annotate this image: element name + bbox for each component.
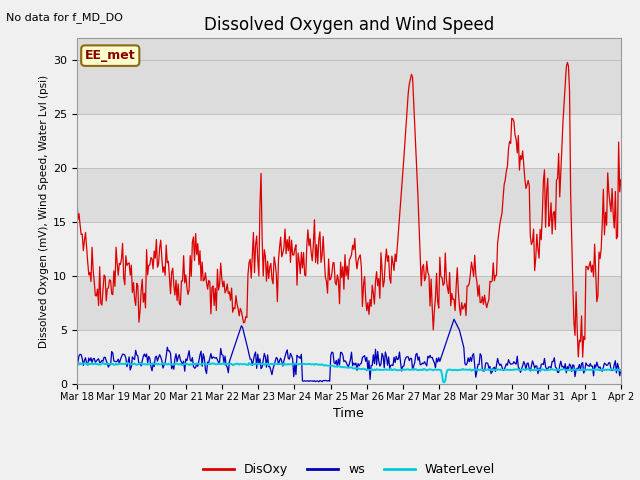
Line: DisOxy: DisOxy xyxy=(77,62,621,357)
WaterLevel xyxy=(99,360,107,365)
ws xyxy=(398,368,406,374)
Legend: DisOxy, ws, WaterLevel: DisOxy, ws, WaterLevel xyxy=(198,458,500,480)
Text: No data for f_MD_DO: No data for f_MD_DO xyxy=(6,12,124,23)
Title: Dissolved Oxygen and Wind Speed: Dissolved Oxygen and Wind Speed xyxy=(204,16,494,34)
WaterLevel xyxy=(617,368,625,373)
X-axis label: Time: Time xyxy=(333,407,364,420)
ws xyxy=(450,316,458,322)
ws xyxy=(369,362,376,368)
WaterLevel xyxy=(73,361,81,367)
DisOxy xyxy=(397,200,404,206)
Text: EE_met: EE_met xyxy=(85,49,136,62)
DisOxy xyxy=(564,60,572,65)
Line: ws: ws xyxy=(77,319,621,382)
ws xyxy=(73,365,81,371)
ws xyxy=(606,360,614,366)
Bar xyxy=(77,222,621,276)
DisOxy xyxy=(367,303,375,309)
Line: WaterLevel: WaterLevel xyxy=(77,362,621,383)
WaterLevel xyxy=(440,380,448,385)
DisOxy xyxy=(335,278,342,284)
ws xyxy=(617,367,625,373)
DisOxy xyxy=(332,279,339,285)
ws xyxy=(332,358,340,363)
DisOxy xyxy=(617,177,625,182)
WaterLevel xyxy=(336,363,344,369)
ws xyxy=(315,379,323,384)
DisOxy xyxy=(73,192,81,197)
WaterLevel xyxy=(369,367,376,372)
ws xyxy=(521,361,529,367)
WaterLevel xyxy=(606,367,614,373)
DisOxy xyxy=(606,200,614,205)
Bar xyxy=(77,330,621,384)
Bar xyxy=(77,114,621,168)
DisOxy xyxy=(519,148,527,154)
WaterLevel xyxy=(398,367,406,372)
Y-axis label: Dissolved Oxygen (mV), Wind Speed, Water Lvl (psi): Dissolved Oxygen (mV), Wind Speed, Water… xyxy=(39,74,49,348)
WaterLevel xyxy=(521,367,529,373)
WaterLevel xyxy=(332,364,340,370)
ws xyxy=(336,361,344,367)
DisOxy xyxy=(579,354,586,360)
